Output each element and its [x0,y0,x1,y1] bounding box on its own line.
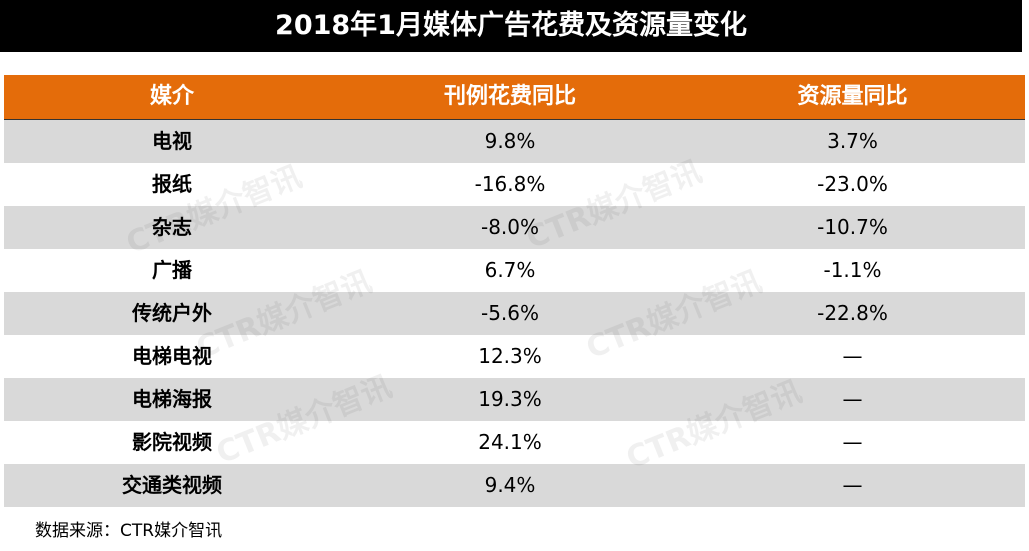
table-cell: — [842,430,863,454]
source-note: 数据来源：CTR媒介智讯 [35,521,223,541]
table-cell: 12.3% [478,344,542,368]
table-cell: — [842,344,863,368]
header-cell: 媒介 [149,84,194,109]
header-row: 媒介 刊例花费同比 资源量同比 [4,75,1025,121]
table-row: 电梯电视 12.3% — [4,335,1025,378]
table-cell: -16.8% [474,172,546,196]
table-row: 电梯海报 19.3% — [4,378,1025,421]
table-cell: 交通类视频 [122,473,222,497]
table-cell: 电梯海报 [132,387,212,411]
table-cell: — [842,387,863,411]
table-cell: -8.0% [480,215,540,239]
table-cell: -5.6% [480,301,540,325]
table-cell: 广播 [152,258,192,282]
table-row: 交通类视频 9.4% — [4,464,1025,507]
table-cell: 影院视频 [132,430,212,454]
table-cell: 9.8% [484,129,536,153]
table-cell: — [842,473,863,497]
table-cell: 电梯电视 [132,344,212,368]
title: 2018年1月媒体广告花费及资源量变化 [0,0,1022,52]
table-cell: 9.4% [484,473,536,497]
table-cell: 19.3% [478,387,542,411]
table-cell: 3.7% [827,129,878,153]
table-cell: 6.7% [484,258,536,282]
table-row: 电视 9.8% 3.7% [4,120,1025,163]
table-cell: 报纸 [152,172,192,196]
table-row: 传统户外 -5.6% -22.8% [4,292,1025,335]
table-cell: 电视 [152,129,192,153]
table-row: 影院视频 24.1% — [4,421,1025,464]
table-row: 广播 6.7% -1.1% [4,249,1025,292]
header-cell: 刊例花费同比 [443,84,576,109]
table-cell: -23.0% [817,172,888,196]
table-cell: 传统户外 [132,301,212,325]
header-cell: 资源量同比 [797,84,908,109]
table-row: 杂志 -8.0% -10.7% [4,206,1025,249]
table-cell: 杂志 [152,215,192,239]
table-cell: -1.1% [823,258,882,282]
table-cell: -22.8% [817,301,888,325]
table-cell: 24.1% [478,430,542,454]
table-row: 报纸 -16.8% -23.0% [4,163,1025,206]
table-cell: -10.7% [817,215,888,239]
